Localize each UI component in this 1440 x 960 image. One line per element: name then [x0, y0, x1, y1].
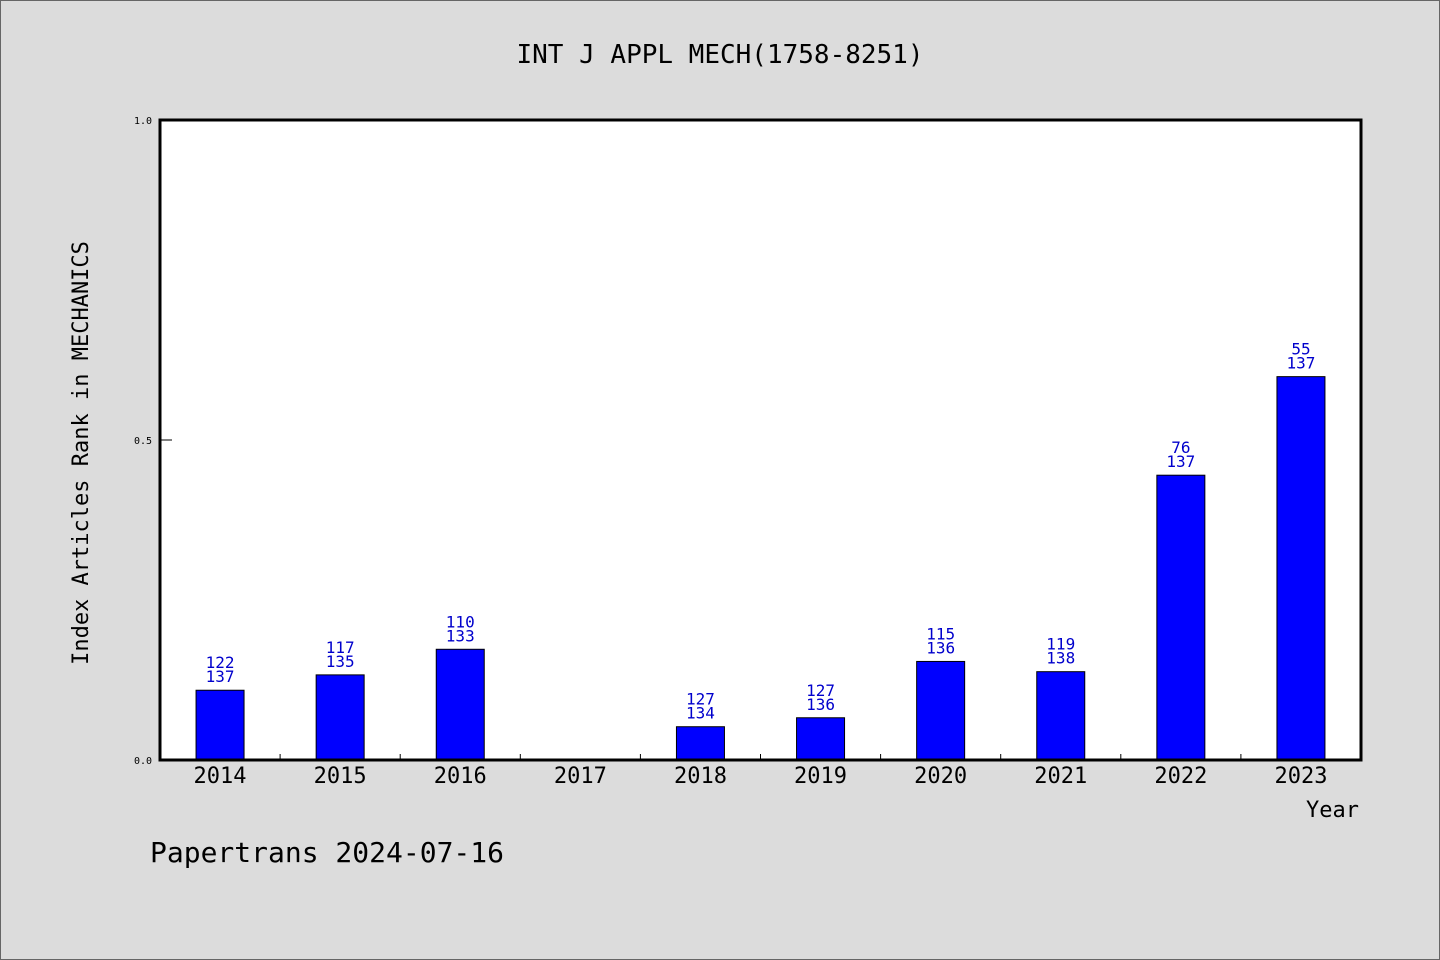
data-label-total-2016: 133 [446, 626, 475, 645]
data-label-total-2022: 137 [1166, 452, 1195, 471]
footer-watermark: Papertrans 2024-07-16 [150, 836, 504, 869]
x-tick-label-2022: 2022 [1154, 764, 1207, 789]
x-tick-label-2023: 2023 [1274, 764, 1327, 789]
data-label-rank-2023: 55 [1291, 340, 1310, 359]
bar-2023 [1276, 376, 1326, 761]
x-tick-label-2017: 2017 [554, 764, 607, 789]
y-tick-label-1.0: 1.0 [134, 116, 152, 127]
data-label-rank-2019: 127 [806, 681, 835, 700]
bars-layer [195, 376, 1326, 761]
x-tick-label-2014: 2014 [194, 764, 247, 789]
x-tick-label-2019: 2019 [794, 764, 847, 789]
bar-2019 [796, 717, 846, 761]
bar-2020 [916, 660, 966, 761]
data-label-total-2023: 137 [1286, 354, 1315, 373]
y-axis-ticks: 0.0 0.5 1.0 [134, 116, 172, 767]
chart-title: INT J APPL MECH(1758-8251) [517, 40, 924, 70]
data-label-total-2020: 136 [926, 638, 955, 657]
data-label-total-2014: 137 [206, 667, 235, 686]
data-label-total-2015: 135 [326, 652, 355, 671]
bar-2018 [675, 726, 725, 761]
bar-2014 [195, 689, 245, 761]
y-tick-label-0.5: 0.5 [134, 436, 152, 447]
data-label-total-2018: 134 [686, 704, 715, 723]
data-label-rank-2022: 76 [1171, 438, 1190, 457]
x-tick-label-2018: 2018 [674, 764, 727, 789]
bar-2015 [315, 674, 365, 761]
data-label-rank-2021: 119 [1046, 635, 1075, 654]
data-label-total-2019: 136 [806, 695, 835, 714]
data-label-rank-2016: 110 [446, 612, 475, 631]
bar-2021 [1036, 671, 1086, 761]
x-tick-label-2015: 2015 [314, 764, 367, 789]
data-label-rank-2020: 115 [926, 624, 955, 643]
x-tick-label-2016: 2016 [434, 764, 487, 789]
data-label-rank-2018: 127 [686, 690, 715, 709]
data-label-rank-2014: 122 [206, 653, 235, 672]
x-tick-label-2021: 2021 [1034, 764, 1087, 789]
y-tick-label-0.0: 0.0 [134, 756, 152, 767]
x-axis-label: Year [1306, 798, 1359, 823]
bar-2022 [1156, 474, 1206, 761]
data-label-rank-2015: 117 [326, 638, 355, 657]
bar-2016 [435, 648, 485, 761]
x-axis-ticks: 2014 2015 2016 2017 2018 2019 2020 2021 2022 2023 [194, 754, 1327, 789]
y-axis-label: Index Articles Rank in MECHANICS [69, 241, 94, 665]
x-tick-label-2020: 2020 [914, 764, 967, 789]
data-label-total-2021: 138 [1046, 649, 1075, 668]
